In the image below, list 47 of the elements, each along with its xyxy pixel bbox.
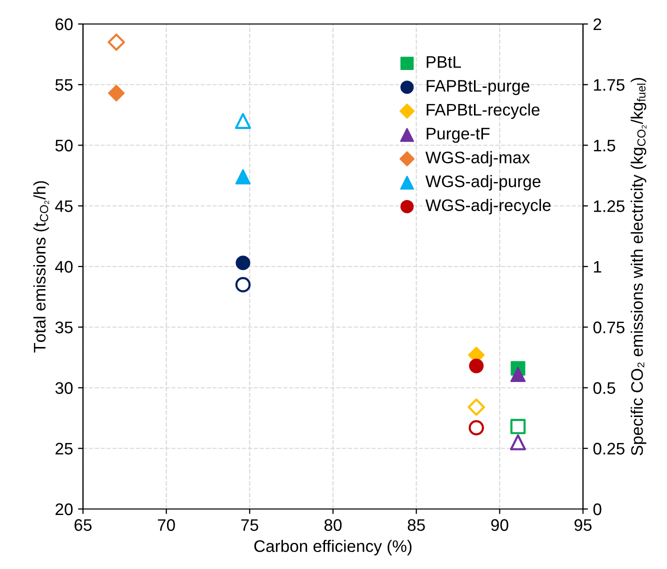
- legend-label: FAPBtL-purge: [426, 80, 530, 96]
- legend-label: WGS-adj-purge: [425, 175, 540, 191]
- y-axis-title: Total emissions (t$_{CO₂}$/h): [33, 181, 50, 352]
- y-tick-label: 40: [55, 260, 73, 273]
- point: [108, 34, 125, 51]
- x-tick-label: 70: [158, 519, 175, 531]
- point: [510, 434, 526, 450]
- point: [468, 420, 484, 436]
- legend-label: WGS-adj-max: [425, 151, 530, 167]
- point: [108, 84, 125, 102]
- y2-tick-label: 2: [594, 18, 602, 30]
- point: [469, 358, 484, 374]
- y-tick-label: 30: [55, 382, 73, 394]
- x-tick-label: 90: [491, 519, 508, 531]
- y2-tick-label: 1.5: [594, 140, 616, 152]
- point: [235, 277, 251, 292]
- x-axis-title: Carbon efficiency (%): [254, 540, 412, 556]
- y-tick-label: 45: [55, 200, 73, 212]
- point: [236, 256, 250, 270]
- y2-tick-label: 1: [594, 261, 602, 273]
- legend-label: Purge-tF: [426, 128, 490, 143]
- y2-tick-label: 1.75: [594, 79, 624, 91]
- legend-label: PBtL: [426, 56, 461, 68]
- y-tick-label: 60: [56, 18, 73, 30]
- point: [235, 113, 251, 129]
- y2-tick-label: 0: [593, 503, 602, 516]
- y2-tick-label: 0.5: [593, 382, 616, 394]
- x-tick-label: 65: [74, 519, 92, 531]
- legend-label: WGS-adj-recycle: [425, 198, 551, 214]
- x-tick-label: 75: [241, 519, 258, 531]
- point: [510, 366, 526, 382]
- y-tick-label: 55: [55, 79, 73, 91]
- x-tick-label: 85: [408, 519, 425, 531]
- y2-tick-label: 0.25: [593, 442, 624, 455]
- y2-axis-title: Specific CO₂ emissions with electricity (kg$_{CO₂}$/kg$_{fuel}$): [630, 78, 646, 456]
- y-tick-label: 20: [56, 503, 73, 516]
- x-tick-label: 95: [574, 519, 592, 531]
- y-tick-label: 25: [56, 442, 73, 455]
- x-tick-label: 80: [324, 519, 342, 531]
- point: [510, 418, 526, 434]
- y-tick-label: 50: [55, 140, 73, 152]
- y-tick-label: 35: [55, 322, 73, 334]
- point: [468, 398, 485, 416]
- y2-tick-label: 0.75: [593, 322, 624, 334]
- point: [235, 169, 251, 184]
- y2-tick-label: 1.25: [594, 200, 624, 212]
- legend-label: FAPBtL-recycle: [426, 103, 540, 119]
